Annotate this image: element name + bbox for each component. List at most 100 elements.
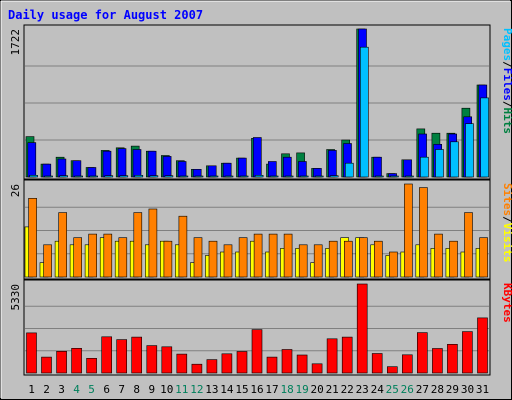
x-tick-label-7: 7 <box>118 383 125 396</box>
bar-kbytes-day-8 <box>131 336 142 374</box>
bar-pages-day-18 <box>284 175 294 178</box>
bar-files-day-5 <box>87 167 97 178</box>
bar-kbytes-day-21 <box>326 338 338 374</box>
bar-sites-day-28 <box>434 233 443 278</box>
bar-sites-day-5 <box>88 233 97 278</box>
bar-pages-day-13 <box>209 175 219 178</box>
bar-kbytes-day-25 <box>386 366 398 374</box>
legend-entry: / <box>501 101 512 108</box>
bar-kbytes-day-15 <box>236 351 248 374</box>
bar-sites-day-2 <box>43 244 52 278</box>
bar-pages-day-12 <box>194 175 204 178</box>
panel-legend: Sites/Visits <box>501 183 512 263</box>
bar-pages-day-19 <box>299 175 309 178</box>
x-tick-label-3: 3 <box>58 383 65 396</box>
bar-pages-day-27 <box>420 156 429 178</box>
bar-pages-day-21 <box>329 175 339 178</box>
x-tick-label-12: 12 <box>190 383 203 396</box>
bar-kbytes-day-5 <box>86 357 97 374</box>
bar-pages-day-4 <box>74 175 83 178</box>
bar-files-day-18 <box>282 156 292 178</box>
bar-files-day-17 <box>267 161 277 178</box>
bar-kbytes-day-13 <box>206 359 218 374</box>
bar-pages-day-26 <box>405 175 414 178</box>
x-tick-label-16: 16 <box>250 383 263 396</box>
bar-kbytes-day-3 <box>56 350 67 374</box>
bar-sites-day-3 <box>58 212 68 278</box>
bar-pages-day-11 <box>179 175 189 178</box>
x-tick-label-9: 9 <box>148 383 155 396</box>
bar-files-day-4 <box>72 160 82 178</box>
bar-kbytes-day-20 <box>311 363 323 374</box>
bar-kbytes-day-1 <box>26 332 37 374</box>
legend-entry: Files <box>501 68 512 101</box>
y-max-label: 1722 <box>9 29 22 56</box>
bar-sites-day-15 <box>238 237 248 278</box>
bar-kbytes-day-30 <box>462 331 473 374</box>
bar-sites-day-31 <box>479 237 488 278</box>
bar-kbytes-day-22 <box>341 336 353 374</box>
bar-pages-day-16 <box>254 175 264 178</box>
bar-files-day-1 <box>27 142 37 178</box>
x-tick-label-27: 27 <box>416 383 429 396</box>
bar-sites-day-21 <box>328 240 338 278</box>
bar-sites-day-30 <box>464 212 473 278</box>
bar-kbytes-day-29 <box>447 343 458 374</box>
bar-kbytes-day-26 <box>401 354 413 374</box>
x-tick-label-10: 10 <box>160 383 173 396</box>
bar-sites-day-12 <box>193 237 203 278</box>
bar-files-day-11 <box>177 161 187 178</box>
panel-visits-sites: 26 Sites/Visits <box>9 179 512 280</box>
bar-files-day-10 <box>162 156 172 178</box>
bar-files-day-16 <box>253 137 262 178</box>
bar-pages-day-20 <box>314 175 324 178</box>
bar-pages-day-22 <box>344 162 354 178</box>
bar-files-day-6 <box>102 150 112 178</box>
x-tick-label-22: 22 <box>341 383 354 396</box>
bar-pages-day-6 <box>104 175 114 178</box>
bar-kbytes-day-17 <box>266 356 278 374</box>
bar-files-day-21 <box>328 150 337 178</box>
x-tick-label-29: 29 <box>446 383 459 396</box>
bar-pages-day-30 <box>465 123 474 178</box>
bar-sites-day-10 <box>163 240 173 278</box>
bar-sites-day-23 <box>358 237 368 278</box>
legend-entry: / <box>501 216 512 223</box>
bar-kbytes-day-16 <box>251 329 263 374</box>
x-tick-label-28: 28 <box>431 383 444 396</box>
bar-files-day-3 <box>57 158 67 178</box>
x-tick-label-6: 6 <box>103 383 110 396</box>
x-tick-label-19: 19 <box>295 383 308 396</box>
bar-files-day-15 <box>238 157 247 178</box>
legend-entry: / <box>501 61 512 68</box>
bar-sites-day-11 <box>178 215 188 278</box>
legend-entry: Visits <box>501 223 512 263</box>
x-tick-label-30: 30 <box>461 383 474 396</box>
bar-sites-day-29 <box>449 240 458 278</box>
bar-sites-day-4 <box>73 237 82 278</box>
bar-files-day-19 <box>298 161 307 178</box>
panel-kbytes: 5330 KBytes <box>9 279 512 376</box>
x-tick-label-11: 11 <box>175 383 188 396</box>
bar-pages-day-9 <box>149 175 159 178</box>
bar-sites-day-20 <box>313 244 323 278</box>
bar-pages-day-5 <box>89 175 98 178</box>
bar-kbytes-day-31 <box>477 317 488 374</box>
bar-kbytes-day-27 <box>416 332 428 374</box>
bar-sites-day-17 <box>268 233 278 278</box>
legend-entry: Pages <box>501 28 512 61</box>
x-tick-label-2: 2 <box>43 383 50 396</box>
bar-sites-day-8 <box>133 212 143 278</box>
bar-sites-day-7 <box>118 237 128 278</box>
bar-kbytes-day-9 <box>146 345 158 374</box>
bar-pages-day-17 <box>269 175 279 178</box>
bar-sites-day-25 <box>389 251 398 278</box>
bar-pages-day-8 <box>134 175 144 178</box>
bar-sites-day-6 <box>103 233 113 278</box>
legend-entry: KBytes <box>501 283 512 323</box>
x-tick-label-24: 24 <box>371 383 385 396</box>
x-tick-label-1: 1 <box>28 383 35 396</box>
y-max-label: 26 <box>9 184 22 197</box>
